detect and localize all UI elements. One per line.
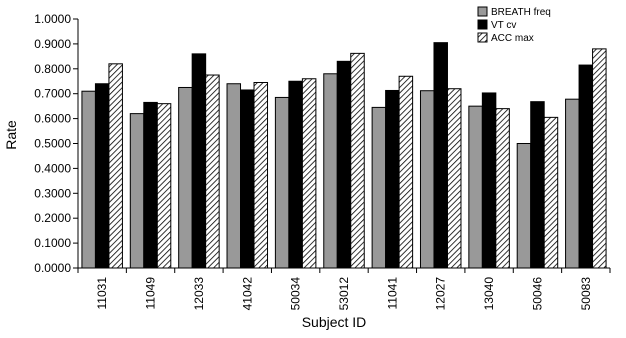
y-tick-label: 0.6000 xyxy=(34,112,71,126)
x-tick-label: 53012 xyxy=(337,277,351,311)
legend-label: BREATH freq xyxy=(491,7,551,18)
y-tick-label: 0.7000 xyxy=(34,87,71,101)
legend-swatch xyxy=(477,19,488,30)
legend: BREATH freq VT cv ACC max xyxy=(473,2,583,47)
bar-vt-cv-50083 xyxy=(578,64,594,269)
bar-acc-max-11041 xyxy=(398,75,414,269)
bar-vt-cv-53012 xyxy=(336,60,352,269)
bar-acc-max-11031 xyxy=(108,63,123,269)
x-tick-label: 50083 xyxy=(579,277,593,311)
bar-vt-cv-13040 xyxy=(481,92,497,269)
y-tick-label: 0.1000 xyxy=(34,236,71,250)
legend-label: ACC max xyxy=(491,33,534,44)
legend-swatch xyxy=(477,6,488,17)
bar-breath-freq-12033 xyxy=(178,86,193,269)
bar-acc-max-53012 xyxy=(350,52,365,269)
bar-acc-max-41042 xyxy=(253,81,269,269)
bar-vt-cv-11041 xyxy=(385,89,400,269)
y-tick-label: 0.3000 xyxy=(34,186,71,200)
y-axis-title: Rate xyxy=(3,120,19,150)
x-tick-label: 11041 xyxy=(385,277,399,310)
x-tick-label: 11049 xyxy=(144,277,158,310)
x-tick-label: 41042 xyxy=(240,277,254,311)
bar-breath-freq-13040 xyxy=(468,105,483,269)
bar-vt-cv-11049 xyxy=(143,101,158,269)
bar-acc-max-13040 xyxy=(495,108,510,269)
bar-series-group xyxy=(81,42,607,269)
bar-breath-freq-50046 xyxy=(516,143,532,269)
bar-vt-cv-12033 xyxy=(191,53,207,269)
bar-acc-max-50034 xyxy=(301,78,317,269)
bar-breath-freq-11049 xyxy=(129,113,145,269)
bar-acc-max-11049 xyxy=(156,103,172,269)
bar-acc-max-12033 xyxy=(205,74,220,269)
y-tick-label: 0.5000 xyxy=(34,137,71,151)
bar-acc-max-50083 xyxy=(592,48,607,269)
x-tick-label: 12033 xyxy=(192,277,206,311)
bar-breath-freq-11031 xyxy=(81,90,96,269)
y-tick-label: 0.9000 xyxy=(34,37,71,51)
x-tick-label: 50046 xyxy=(530,277,544,311)
x-axis-title: Subject ID xyxy=(302,314,367,330)
x-tick-label: 50034 xyxy=(289,277,303,311)
y-tick-label: 0.4000 xyxy=(34,161,71,175)
legend-swatch xyxy=(477,32,488,43)
legend-frame xyxy=(473,2,583,47)
bar-breath-freq-12027 xyxy=(419,90,435,269)
y-tick-label: 0.8000 xyxy=(34,62,71,76)
bar-vt-cv-50034 xyxy=(288,80,303,269)
y-tick-label: 1.0000 xyxy=(34,12,71,26)
legend-label: VT cv xyxy=(491,20,516,31)
x-tick-label: 12027 xyxy=(434,277,448,311)
bar-breath-freq-41042 xyxy=(226,83,242,269)
bar-breath-freq-11041 xyxy=(371,106,387,269)
bar-vt-cv-41042 xyxy=(240,89,255,269)
bar-breath-freq-50034 xyxy=(274,96,290,269)
y-axis-ticks: 0.0000 0.1000 0.2000 0.3000 0.4000 0.5000 0.60… xyxy=(34,12,78,275)
bar-vt-cv-50046 xyxy=(530,101,545,269)
bar-breath-freq-53012 xyxy=(323,73,338,269)
x-axis-ticks: 11031 11049 12033 41042 50034 53012 11041 12027… xyxy=(77,268,611,311)
axes xyxy=(77,19,610,269)
x-tick-label: 13040 xyxy=(482,277,496,311)
bar-vt-cv-11031 xyxy=(94,83,110,269)
x-tick-label: 11031 xyxy=(95,277,109,310)
bar-breath-freq-50083 xyxy=(565,98,580,269)
y-tick-label: 0.0000 xyxy=(34,261,71,275)
bar-acc-max-50046 xyxy=(543,116,559,269)
bar-vt-cv-12027 xyxy=(433,42,448,269)
y-tick-label: 0.2000 xyxy=(34,211,71,225)
bar-acc-max-12027 xyxy=(446,88,462,269)
